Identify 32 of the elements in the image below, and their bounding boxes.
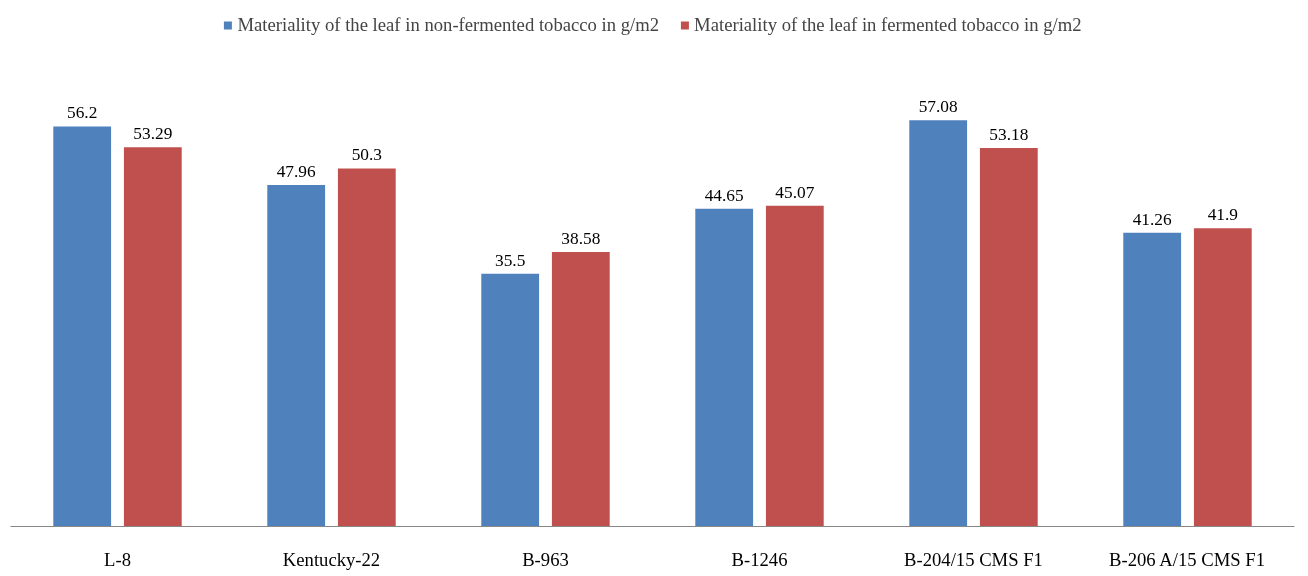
data-label: 56.2	[67, 103, 98, 123]
bar	[765, 205, 824, 527]
legend-label: Materiality of the leaf in non-fermented tobacco in g/m2	[237, 14, 660, 36]
bar	[695, 208, 754, 527]
data-label: 57.08	[918, 97, 958, 117]
bar	[909, 120, 968, 527]
data-label: 45.07	[775, 182, 815, 202]
data-label: 44.65	[704, 185, 744, 205]
data-label: 41.9	[1207, 205, 1238, 225]
bar	[551, 251, 610, 527]
bar	[267, 185, 326, 527]
legend-label: Materiality of the leaf in fermented tobacco in g/m2	[694, 14, 1082, 36]
x-tick-label: B-206 A/15 CMS F1	[1108, 548, 1265, 570]
bar	[481, 273, 540, 527]
x-tick-label: L-8	[104, 548, 131, 570]
data-label: 53.29	[133, 124, 173, 144]
data-label: 41.26	[1132, 209, 1173, 229]
bar	[1193, 228, 1252, 527]
x-tick-label: B-1246	[731, 548, 788, 570]
data-label: 50.3	[351, 145, 382, 165]
bar	[979, 147, 1038, 527]
data-label: 38.58	[561, 228, 601, 248]
data-label: 47.96	[276, 162, 317, 182]
data-label: 35.5	[495, 250, 526, 270]
bar	[123, 147, 182, 527]
x-tick-label: B-963	[522, 548, 569, 570]
bar	[337, 168, 396, 527]
bar	[1123, 232, 1182, 527]
x-tick-label: Kentucky-22	[282, 548, 381, 570]
data-label: 53.18	[989, 124, 1029, 144]
bar	[53, 126, 112, 527]
x-tick-label: B-204/15 CMS F1	[904, 548, 1043, 570]
